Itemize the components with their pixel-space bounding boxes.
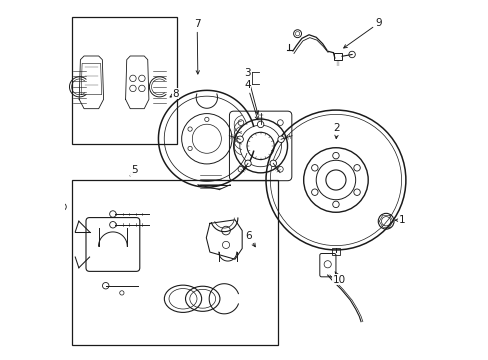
Text: 2: 2 <box>333 123 340 139</box>
Text: 3: 3 <box>244 68 258 114</box>
Circle shape <box>237 136 243 143</box>
Text: 4: 4 <box>244 80 258 120</box>
Bar <box>72 180 277 345</box>
Circle shape <box>257 121 264 128</box>
Text: 5: 5 <box>130 165 137 176</box>
Text: 10: 10 <box>332 272 346 285</box>
Circle shape <box>277 136 284 143</box>
Bar <box>331 248 340 255</box>
Text: 7: 7 <box>193 19 200 74</box>
Circle shape <box>244 160 251 167</box>
Bar <box>333 53 341 59</box>
Text: 9: 9 <box>343 18 382 48</box>
Text: 6: 6 <box>244 231 255 247</box>
Bar <box>72 17 177 144</box>
Text: 1: 1 <box>394 215 405 225</box>
Text: 8: 8 <box>170 89 178 99</box>
Circle shape <box>269 160 276 167</box>
